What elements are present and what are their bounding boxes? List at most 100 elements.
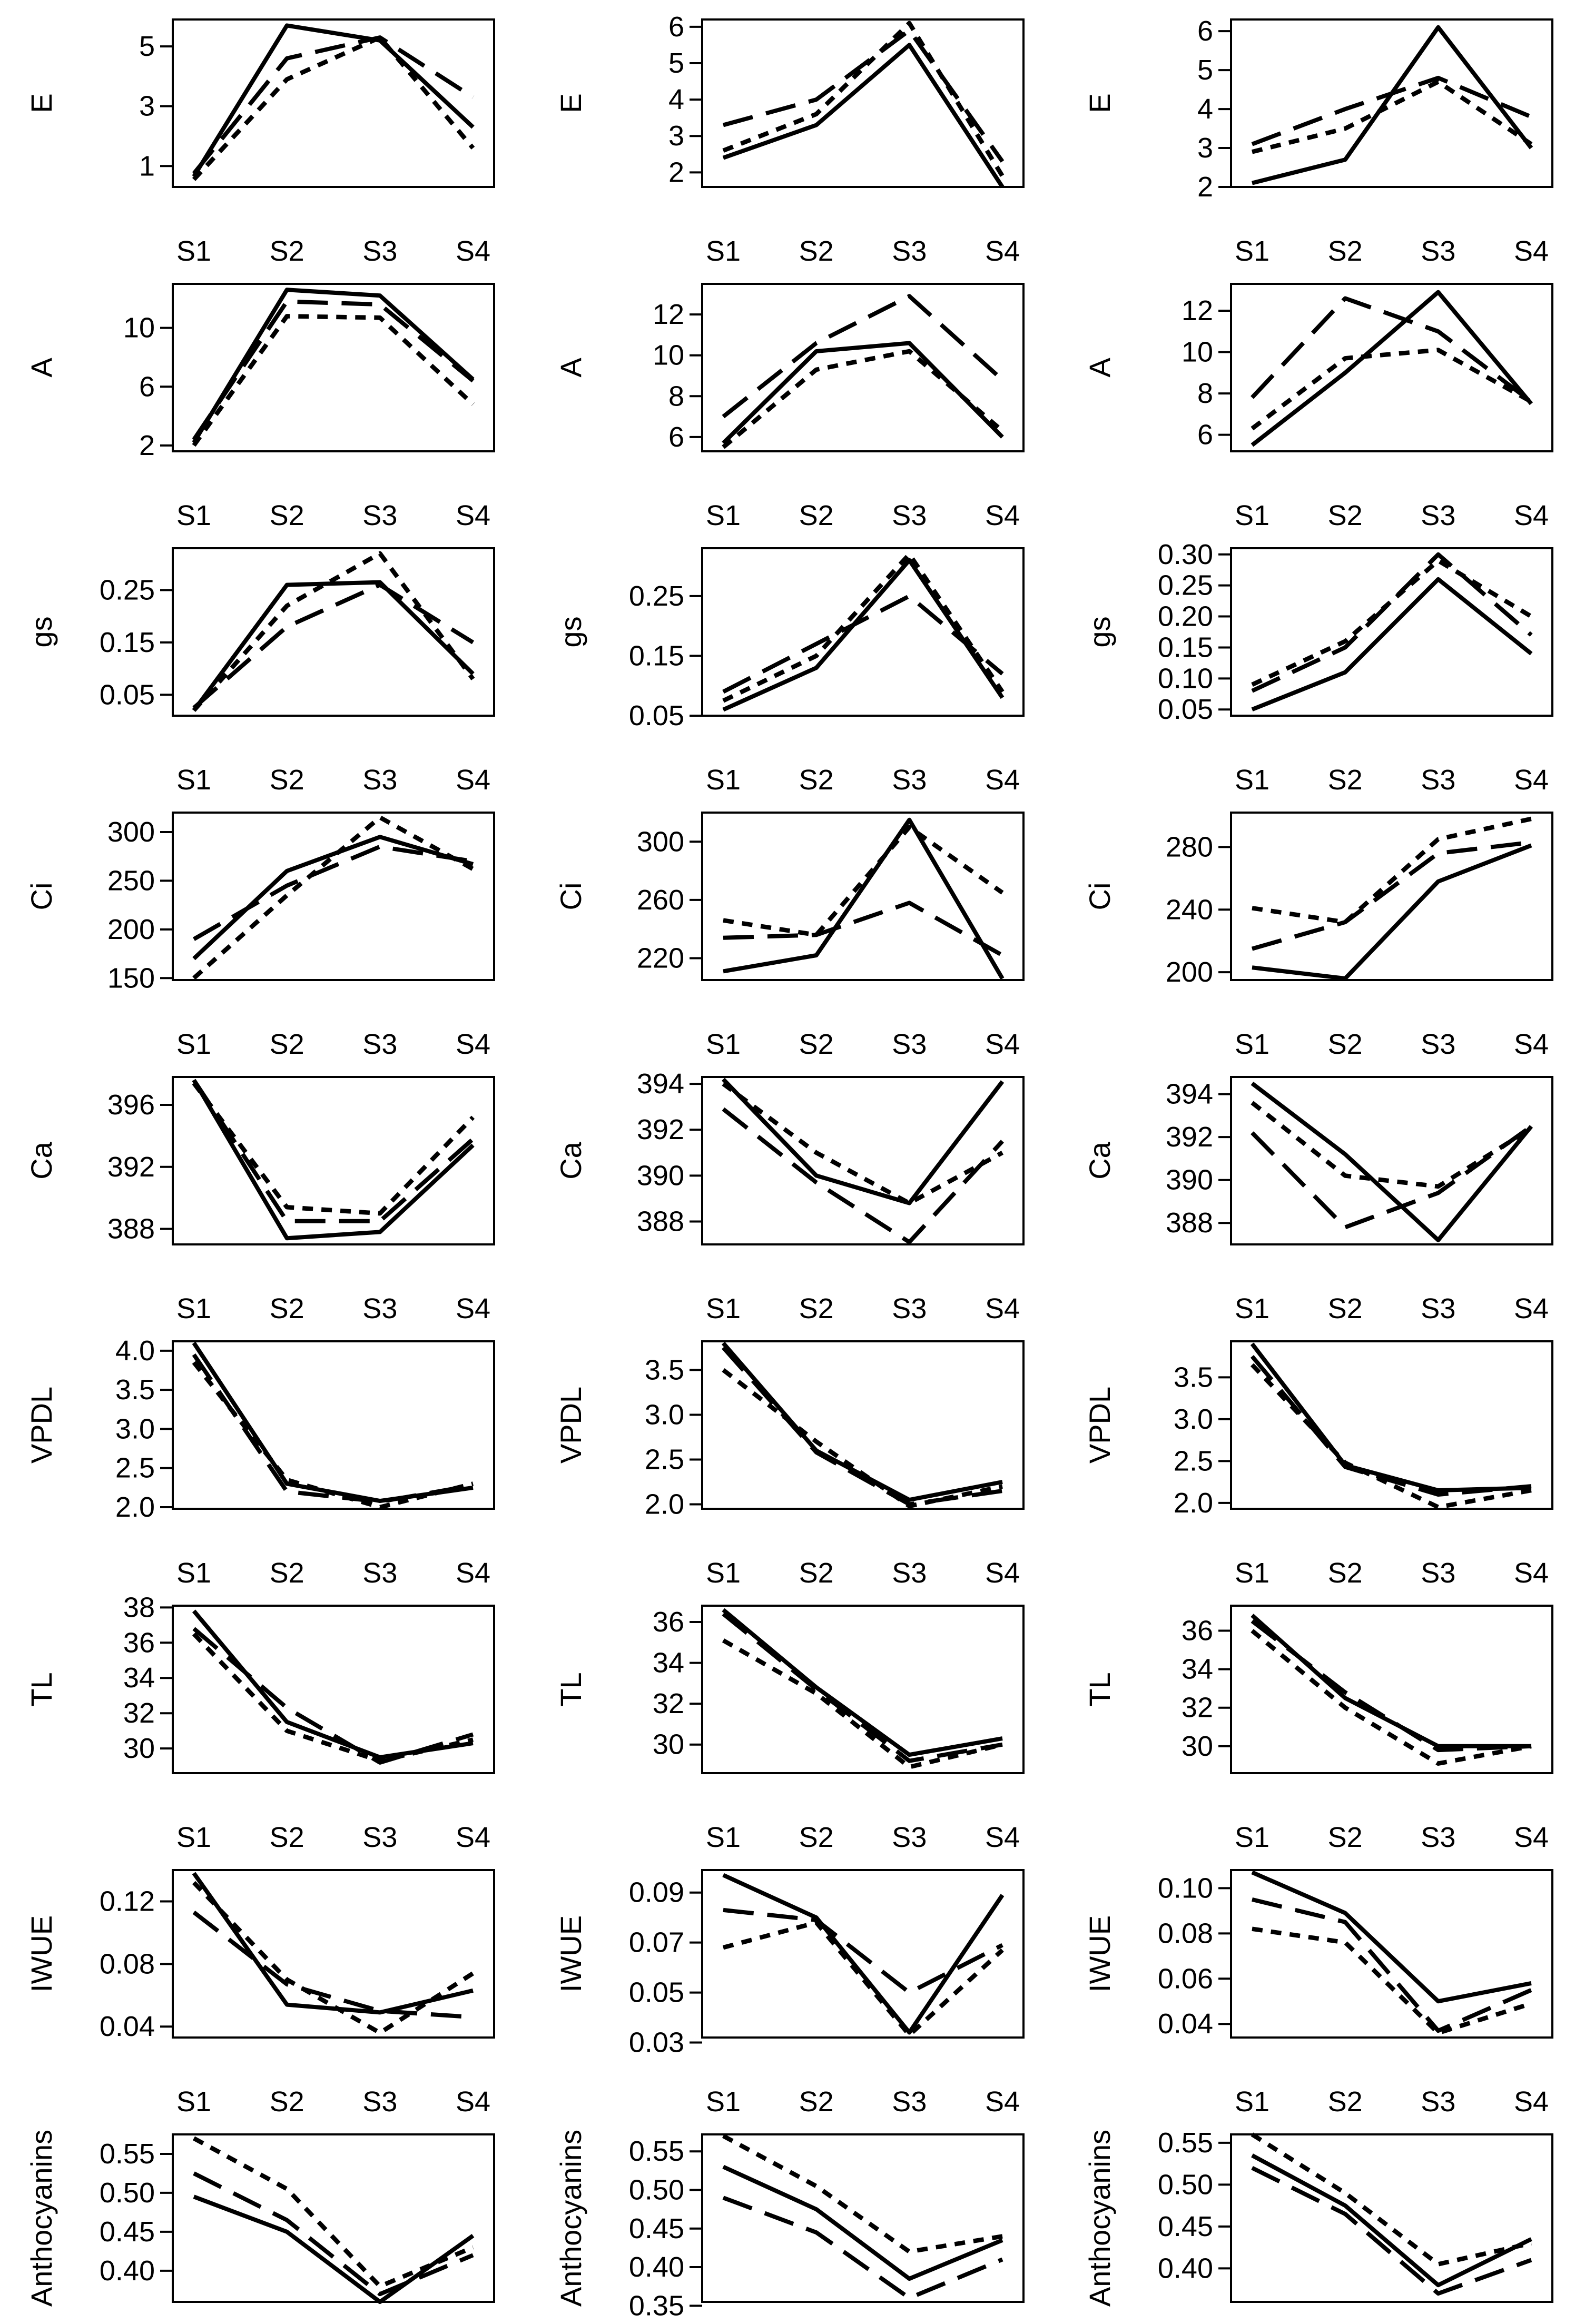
plot-frame (1230, 1605, 1553, 1774)
x-tick-label: S4 (456, 1557, 490, 1589)
x-tick-label: S3 (1421, 1029, 1455, 1060)
y-tick-label: 30 (1182, 1730, 1213, 1762)
plot-frame (172, 2133, 495, 2303)
y-tick-label: 6 (668, 421, 684, 453)
y-axis-title: Ci (25, 883, 58, 911)
series-line-solid (1251, 1082, 1533, 1242)
x-tick-label: S3 (362, 1557, 397, 1589)
panel-iwue-3: 0.04 0.06 0.08 0.10 IWUE S1 S2 S3 S4 (1083, 1869, 1553, 2118)
x-tick-label: S2 (270, 1029, 304, 1060)
y-tick-label: 0.04 (100, 2011, 155, 2042)
series-line-dashed (1251, 840, 1532, 951)
x-tick-label: S3 (362, 1822, 397, 1853)
plot-frame (1230, 1076, 1553, 1245)
y-tick-label: 34 (123, 1662, 155, 1694)
panel-ca-1: 388 392 396 Ca S1 S2 S3 S4 (25, 1076, 495, 1324)
y-tick-label: 0.05 (629, 700, 684, 731)
panel-a-2: 6 8 10 12 A S1 S2 S3 S4 (554, 283, 1025, 531)
series-line-dashed (192, 582, 475, 710)
x-tick-label: S2 (270, 1822, 304, 1853)
series-line-dotted (192, 1881, 475, 2035)
x-tick-label: S4 (985, 1822, 1020, 1853)
y-tick-label: 0.08 (100, 1948, 155, 1980)
series-line-dashed (192, 1627, 474, 1765)
x-tick-label: S3 (362, 764, 397, 796)
x-tick-label: S2 (1328, 1029, 1363, 1060)
y-axis-title: Anthocyanins (1083, 2130, 1116, 2307)
plot-frame (1230, 547, 1553, 717)
y-tick-label: 388 (1166, 1207, 1213, 1239)
series-line-dotted (722, 1368, 1003, 1509)
plot-frame (701, 2133, 1025, 2303)
panel-ci-3: 200 240 280 Ci S1 S2 S3 S4 (1083, 812, 1553, 1060)
panel-a-1: 2 6 10 A S1 S2 S3 S4 (25, 283, 495, 531)
y-tick-label: 0.07 (629, 1927, 684, 1959)
y-tick-label: 392 (107, 1151, 155, 1183)
y-tick-label: 2.5 (115, 1452, 155, 1484)
plot-frame (172, 547, 495, 717)
plot-frame (701, 18, 1025, 188)
plot-frame (1230, 1340, 1553, 1510)
series-line-dashed (1250, 1355, 1532, 1497)
y-tick-label: 0.09 (629, 1877, 684, 1908)
y-tick-label: 390 (637, 1160, 684, 1191)
series-line-dotted (192, 551, 475, 712)
x-tick-label: S4 (1514, 500, 1549, 531)
y-tick-label: 3 (668, 120, 684, 152)
x-tick-label: S2 (1328, 764, 1363, 796)
y-tick-label: 3.5 (1174, 1361, 1213, 1393)
y-tick-label: 2.0 (645, 1488, 684, 1520)
y-tick-label: 6 (668, 11, 684, 43)
series-line-dotted (192, 1082, 475, 1216)
series-line-solid (722, 341, 1004, 445)
series-line-solid (722, 1608, 1003, 1757)
x-tick-label: S2 (799, 1557, 834, 1589)
y-axis-title: VPDL (1083, 1387, 1116, 1463)
x-tick-label: S1 (706, 764, 741, 796)
y-axis-title: TL (554, 1672, 587, 1706)
x-tick-label: S4 (456, 1029, 490, 1060)
y-tick-label: 394 (637, 1068, 684, 1100)
y-tick-label: 2.5 (645, 1443, 684, 1475)
plot-frame (172, 1869, 495, 2039)
y-tick-label: 0.15 (1158, 631, 1213, 663)
series-line-dotted (722, 21, 1005, 177)
x-tick-label: S4 (1514, 2086, 1549, 2118)
y-tick-label: 0.04 (1158, 2008, 1213, 2040)
y-tick-label: 10 (123, 312, 155, 344)
y-tick-label: 240 (1166, 894, 1213, 925)
panel-tl-2: 30 32 34 36 TL S1 S2 S3 S4 (554, 1605, 1025, 1853)
y-tick-label: 200 (1166, 956, 1213, 988)
x-tick-label: S1 (1235, 1822, 1269, 1853)
panel-iwue-1: 0.04 0.08 0.12 IWUE S1 S2 S3 S4 (25, 1869, 495, 2118)
x-tick-label: S1 (176, 1029, 211, 1060)
x-tick-label: S3 (1421, 500, 1455, 531)
x-tick-label: S4 (456, 1822, 490, 1853)
x-tick-label: S2 (1328, 2086, 1363, 2118)
y-axis-title: Anthocyanins (25, 2130, 58, 2307)
y-tick-label: 2.5 (1174, 1445, 1213, 1477)
x-tick-label: S1 (706, 1293, 741, 1324)
x-tick-label: S3 (362, 1029, 397, 1060)
series-line-dashed (1251, 1619, 1532, 1753)
x-tick-label: S3 (1421, 2086, 1455, 2118)
y-tick-label: 0.50 (1158, 2169, 1213, 2200)
x-tick-label: S1 (1235, 235, 1269, 267)
panel-anthocyanins-2: 0.350.400.450.500.55AnthocyaninsS1S2S3S4 (554, 2130, 1025, 2321)
y-tick-label: 388 (637, 1205, 684, 1237)
y-tick-label: 2 (1197, 171, 1213, 203)
series-line-solid (192, 835, 474, 961)
y-axis-title: A (1083, 358, 1116, 378)
series-line-dotted (192, 35, 475, 181)
plot-frame (172, 812, 495, 981)
panel-ci-1: 150 200 250 300 Ci S1 S2 S3 S4 (25, 812, 495, 1060)
series-line-dashed (722, 594, 1004, 694)
series-line-solid (1251, 1870, 1532, 2004)
y-tick-label: 36 (123, 1627, 155, 1658)
y-tick-label: 2.0 (115, 1491, 155, 1523)
plot-frame (1230, 283, 1553, 452)
x-tick-label: S3 (1421, 235, 1455, 267)
x-tick-label: S2 (799, 1293, 834, 1324)
y-tick-label: 0.05 (629, 1977, 684, 2009)
y-tick-label: 0.40 (629, 2251, 684, 2283)
